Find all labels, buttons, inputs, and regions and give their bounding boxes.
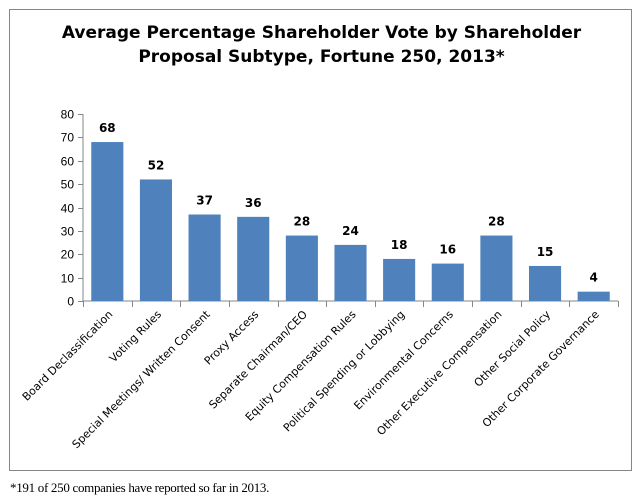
y-tick-label: 70: [61, 131, 75, 145]
y-tick-label: 10: [61, 272, 75, 286]
bar: [480, 235, 513, 301]
category-label: Separate Chairman/CEO: [206, 308, 310, 412]
data-label: 28: [294, 215, 311, 229]
data-label: 68: [99, 121, 116, 135]
y-tick-label: 0: [67, 295, 74, 309]
data-label: 4: [590, 271, 598, 285]
data-label: 18: [391, 238, 408, 252]
y-tick-label: 60: [61, 155, 75, 169]
bar: [383, 258, 416, 301]
chart-title-line-1: Average Percentage Shareholder Vote by S…: [61, 23, 582, 43]
bar: [528, 265, 562, 301]
bar: [139, 179, 173, 301]
bar: [334, 244, 367, 301]
chart-title: Average Percentage Shareholder Vote by S…: [0, 21, 643, 69]
data-label: 15: [537, 245, 554, 259]
data-label: 52: [148, 158, 165, 172]
category-label: Environmental Concerns: [351, 308, 456, 413]
data-label: 28: [488, 215, 505, 229]
data-label: 16: [439, 243, 456, 257]
y-tick-label: 30: [61, 225, 75, 239]
y-tick-label: 50: [61, 178, 75, 192]
data-label: 24: [342, 224, 359, 238]
chart-title-line-2: Proposal Subtype, Fortune 250, 2013*: [138, 47, 505, 67]
category-label: Board Declassification: [20, 308, 116, 404]
data-label: 36: [245, 196, 262, 210]
bar: [285, 235, 318, 301]
bar: [237, 216, 270, 301]
footnote: *191 of 250 companies have reported so f…: [10, 480, 270, 495]
bar: [577, 291, 610, 301]
bar: [188, 214, 221, 301]
y-tick-label: 20: [61, 248, 75, 262]
data-label: 37: [196, 194, 213, 208]
y-tick-label: 40: [61, 202, 75, 216]
bar: [91, 142, 124, 301]
y-tick-label: 80: [61, 108, 75, 122]
bar: [431, 263, 464, 301]
